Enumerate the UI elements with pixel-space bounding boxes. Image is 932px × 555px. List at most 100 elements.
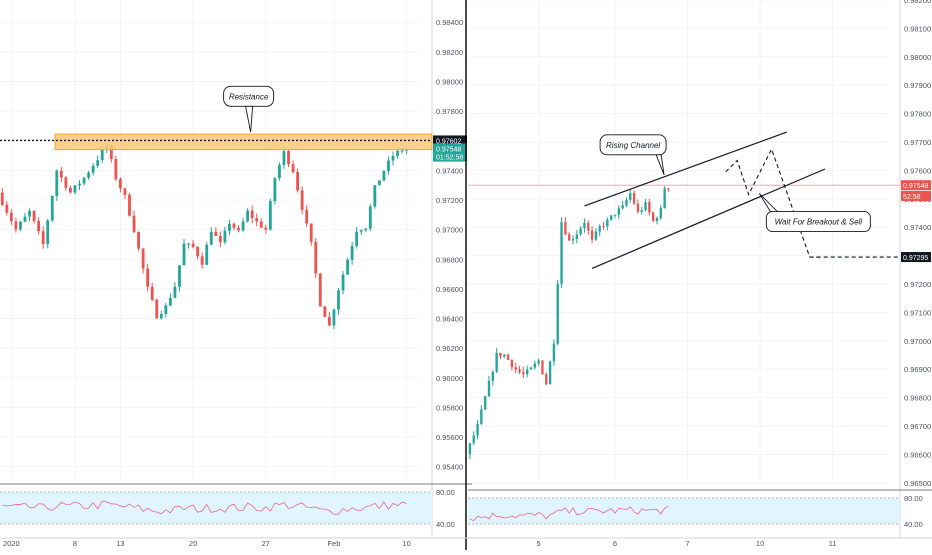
candle-body: [332, 309, 336, 326]
candle-body: [173, 286, 177, 298]
channel-upper-line: [584, 131, 788, 207]
candle-body: [200, 256, 204, 265]
candle-body: [155, 299, 159, 319]
candle-body: [150, 286, 154, 300]
candle-body: [533, 363, 537, 368]
candle-body: [209, 231, 213, 245]
candle-body: [337, 290, 340, 310]
x-tick-label: 27: [262, 539, 270, 548]
candle-body: [87, 172, 91, 178]
projection-path: [725, 147, 822, 258]
candle-body: [525, 369, 529, 375]
rsi-level-label: 40.00: [904, 520, 923, 529]
x-tick-label: 8: [73, 539, 77, 548]
x-tick-label: Feb: [327, 539, 340, 548]
candle-body: [364, 228, 368, 231]
candle-body: [314, 241, 318, 274]
candle-body: [391, 155, 395, 161]
candle-body: [564, 222, 567, 235]
candle-body: [305, 209, 309, 224]
price-tag-label: 01:52:58: [436, 155, 463, 162]
candle-body: [644, 201, 647, 211]
candle-body: [503, 354, 506, 357]
breakout-callout-box: [765, 211, 871, 232]
candle-body: [487, 380, 491, 397]
y-tick-label: 0.96200: [436, 344, 463, 353]
y-tick-label: 0.98200: [436, 48, 463, 57]
candle-body: [191, 243, 195, 248]
candle-body: [575, 234, 579, 240]
y-tick-label: 0.97900: [904, 81, 931, 90]
candle-body: [359, 230, 363, 232]
y-tick-label: 0.97800: [436, 107, 463, 116]
price-tag-bg: [901, 252, 931, 263]
channel-lower-line: [591, 168, 826, 269]
candle-body: [37, 220, 41, 232]
x-tick-label: 11: [829, 539, 837, 548]
candle-body: [109, 145, 113, 159]
channel-callout-pointer: [655, 154, 665, 176]
candle-body: [241, 221, 245, 231]
candle-body: [510, 359, 514, 368]
candle-body: [128, 194, 131, 216]
candle-body: [214, 231, 218, 236]
candle-body: [300, 190, 304, 210]
channel-callout-box: [599, 134, 667, 156]
candle-body: [571, 239, 575, 241]
price-tag-label: 0.97602: [436, 138, 461, 145]
y-tick-label: 0.97400: [904, 223, 931, 232]
candle-body: [132, 215, 136, 233]
candle-body: [182, 243, 186, 266]
candle-body: [655, 218, 659, 222]
candle-body: [355, 231, 359, 246]
candle-body: [287, 151, 290, 165]
candle-body: [164, 305, 168, 314]
y-tick-label: 0.97000: [904, 337, 931, 346]
x-tick-label: 2020: [3, 539, 20, 548]
candle-body: [268, 201, 272, 230]
candle-body: [548, 361, 552, 385]
y-tick-label: 0.97200: [904, 280, 931, 289]
candle-body: [602, 225, 605, 227]
candle-body: [237, 227, 240, 231]
candle-body: [541, 360, 544, 375]
candle-body: [514, 367, 517, 370]
price-tag-bg: [901, 180, 931, 191]
candle-body: [659, 208, 663, 219]
candle-body: [613, 214, 617, 216]
candle-body: [250, 210, 254, 219]
y-tick-label: 0.97100: [904, 308, 931, 317]
candle-body: [598, 225, 601, 232]
candle-body: [282, 151, 286, 166]
candle-body: [23, 216, 27, 222]
rsi-level-label: 40.00: [436, 520, 455, 529]
candle-body: [327, 317, 331, 326]
candle-body: [625, 199, 628, 206]
candle-body: [629, 192, 632, 200]
candle-body: [590, 230, 594, 240]
candle-body: [159, 313, 163, 319]
candle-body: [587, 222, 590, 231]
candle-body: [69, 187, 72, 193]
candle-body: [178, 265, 181, 287]
candle-body: [405, 149, 409, 151]
rsi-line: [469, 505, 669, 522]
x-tick-label: 5: [537, 539, 541, 548]
x-tick-label: 13: [116, 539, 124, 548]
candle-body: [472, 435, 475, 444]
chart-panel-0: 0.95400 0.95600 0.95800 0.96000 0.96200 0.964…: [0, 0, 472, 548]
candle-body: [350, 245, 354, 260]
candle-body: [296, 172, 300, 191]
candle-body: [223, 230, 227, 243]
y-tick-label: 0.97200: [436, 196, 463, 205]
candle-body: [264, 227, 268, 230]
candle-body: [583, 222, 586, 229]
candle-body: [9, 212, 13, 222]
candle-body: [59, 170, 63, 178]
rsi-level-label: 80.00: [904, 494, 923, 503]
candle-body: [259, 221, 263, 228]
candle-body: [246, 210, 250, 222]
price-tag-bg: [433, 143, 467, 154]
resistance-zone: [54, 133, 433, 151]
candle-body: [14, 221, 18, 230]
